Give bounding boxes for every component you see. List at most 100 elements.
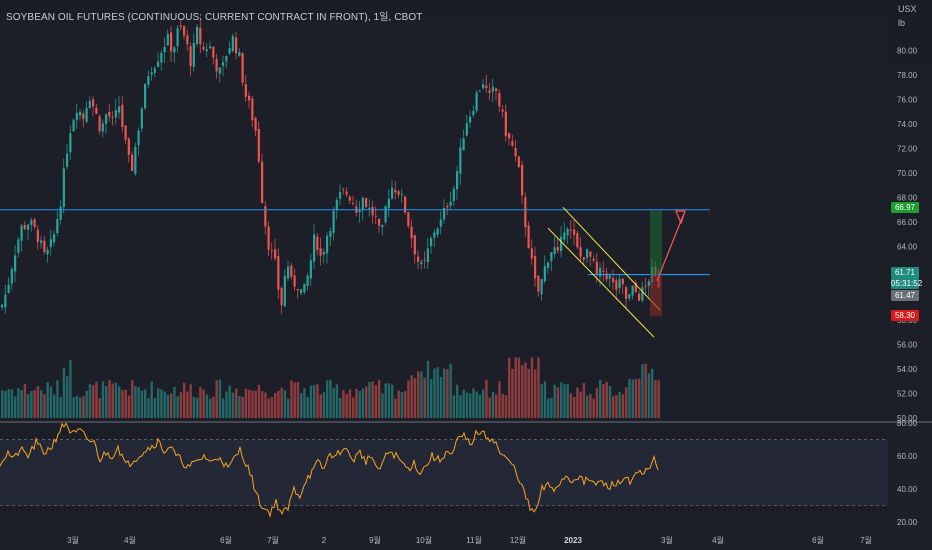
candle-body [352, 203, 355, 204]
volume-bar [293, 382, 296, 418]
candle-body [400, 194, 403, 196]
candle-body [374, 215, 377, 217]
candle-body [306, 275, 309, 287]
volume-bar [449, 363, 452, 418]
candle-body [144, 83, 147, 109]
candle-body [43, 240, 46, 252]
candle-body [244, 83, 247, 97]
volume-bar [391, 384, 394, 418]
candle-body [241, 53, 244, 83]
price-tick-label: 52.00 [897, 390, 918, 399]
volume-bar [475, 391, 478, 418]
candle-body [189, 46, 192, 67]
candle-body [417, 256, 420, 262]
volume-bar [381, 393, 384, 418]
candle-body [313, 234, 316, 262]
candle-body [296, 288, 299, 291]
price-tick-label: 70.00 [897, 169, 918, 178]
volume-bar [371, 381, 374, 418]
volume-bar [465, 392, 469, 418]
candle-body [72, 119, 75, 132]
candle-body [456, 171, 459, 190]
volume-bar [413, 378, 417, 418]
price-tick-label: 78.00 [897, 71, 918, 80]
volume-bar [140, 390, 144, 418]
candle-body [114, 109, 117, 118]
candle-body [472, 110, 475, 115]
volume-bar [176, 396, 179, 418]
candle-body [482, 84, 485, 89]
volume-bar [654, 380, 657, 418]
volume-bar [134, 386, 137, 418]
candle-body [277, 256, 280, 290]
candle-body [644, 285, 647, 287]
price-tick-label: 80.00 [897, 47, 918, 56]
candle-body [547, 262, 550, 268]
candle-body [202, 46, 205, 50]
volume-bar [582, 383, 586, 418]
volume-bar [436, 367, 439, 418]
candle-body [257, 128, 260, 162]
x-tick-label: 9월 [369, 535, 381, 545]
volume-bar [173, 386, 176, 418]
volume-bar [79, 397, 82, 418]
volume-bar [326, 380, 329, 418]
volume-bar [105, 386, 108, 418]
candle-body [231, 35, 234, 52]
volume-bar [644, 363, 647, 418]
volume-bar [374, 385, 378, 418]
candle-body [131, 154, 134, 171]
volume-bar [647, 373, 651, 418]
price-tick-label: 64.00 [897, 243, 918, 252]
volume-bar [446, 369, 449, 418]
candle-body [163, 46, 166, 53]
volume-bar [20, 390, 23, 418]
candle-body [105, 114, 108, 124]
volume-bar [358, 390, 361, 418]
candle-body [127, 138, 130, 155]
volume-bar [59, 397, 62, 418]
candle-body [407, 211, 410, 227]
candle-body [358, 210, 361, 213]
volume-bar [153, 398, 157, 418]
volume-bar [150, 381, 153, 418]
candle-body [160, 52, 163, 63]
candle-body [459, 147, 462, 174]
candle-body [475, 92, 478, 111]
candle-body [40, 240, 43, 244]
volume-bar [222, 398, 225, 418]
candle-body [140, 108, 143, 129]
candle-body [322, 251, 325, 255]
x-tick-label: 7월 [860, 535, 872, 545]
volume-bar [196, 397, 199, 418]
candle-body [397, 191, 400, 195]
volume-bar [517, 357, 521, 418]
volume-bar [53, 394, 56, 418]
candle-body [332, 210, 335, 233]
candle-body [540, 279, 543, 295]
volume-bar [69, 360, 72, 418]
volume-bar [339, 397, 342, 418]
volume-bar [189, 384, 192, 418]
candle-body [501, 109, 504, 112]
volume-bar [261, 391, 264, 418]
candle-body [579, 247, 582, 257]
price-tick-label: 72.00 [897, 145, 918, 154]
candle-body [563, 232, 566, 240]
volume-bar [352, 397, 355, 418]
volume-bar [628, 378, 631, 418]
currency-label: USX [898, 4, 917, 14]
candle-body [56, 219, 59, 234]
candle-body [248, 95, 251, 101]
candle-body [524, 197, 527, 228]
volume-bar [319, 394, 322, 418]
volume-bar [306, 396, 309, 418]
candle-body [92, 99, 95, 107]
volume-bar [238, 395, 241, 418]
candle-body [465, 123, 468, 136]
volume-bar [88, 384, 92, 418]
candle-body [556, 247, 559, 251]
candle-body [534, 256, 537, 279]
